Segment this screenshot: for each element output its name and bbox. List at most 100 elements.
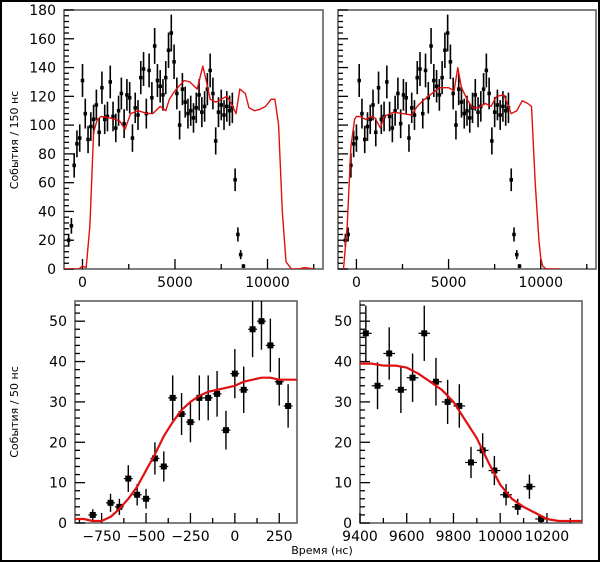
data-marker [125, 93, 129, 97]
y-tick-label: 160 [29, 32, 56, 48]
y-tick-label: 120 [29, 89, 56, 105]
data-point [481, 73, 486, 106]
plot-frame [74, 300, 298, 524]
data-point [238, 250, 243, 260]
data-marker [481, 87, 486, 91]
data-marker [136, 113, 140, 117]
plot-area [360, 305, 582, 523]
data-point [393, 95, 397, 126]
data-point [130, 124, 135, 152]
y-tick-label: 30 [49, 395, 67, 411]
data-marker [365, 124, 370, 129]
data-marker [264, 2, 268, 6]
data-point [133, 92, 137, 124]
y-tick-label: 40 [38, 204, 56, 220]
data-marker [150, 96, 154, 100]
data-point [194, 92, 199, 124]
data-marker [134, 491, 141, 498]
data-marker [238, 252, 243, 257]
data-marker [514, 503, 521, 510]
data-marker [401, 93, 406, 97]
y-tick-label: 60 [38, 176, 56, 192]
data-marker [432, 378, 439, 385]
data-marker [468, 116, 472, 120]
data-point [523, 474, 536, 499]
data-marker [213, 139, 218, 143]
data-marker [197, 93, 201, 97]
data-marker [172, 60, 176, 64]
y-tick-label: 0 [47, 262, 56, 278]
data-point [448, 44, 453, 80]
data-marker [225, 104, 229, 109]
y-tick-label: 80 [38, 147, 56, 163]
data-marker [351, 142, 356, 146]
data-point [454, 110, 458, 140]
data-marker [418, 67, 422, 71]
data-point [102, 104, 107, 135]
data-point [351, 130, 356, 158]
data-point [437, 79, 442, 111]
data-marker [393, 108, 397, 113]
plot-area [64, 2, 314, 269]
data-marker [107, 499, 114, 506]
data-marker [515, 252, 519, 257]
data-point [465, 95, 469, 126]
data-point [509, 168, 513, 192]
data-marker [250, 2, 254, 6]
data-point [186, 98, 190, 129]
data-point [161, 79, 165, 111]
data-point [241, 264, 246, 269]
data-point [106, 493, 115, 512]
data-marker [501, 104, 505, 109]
data-point [495, 89, 500, 121]
data-marker [459, 100, 464, 104]
data-marker [465, 108, 469, 113]
data-marker [191, 116, 196, 120]
data-point [172, 44, 176, 80]
data-point [379, 104, 384, 135]
data-point [265, 318, 275, 373]
data-point [152, 28, 157, 64]
data-point [180, 73, 185, 106]
data-point [222, 100, 226, 130]
data-marker [415, 75, 419, 80]
data-marker [421, 330, 428, 337]
data-marker [180, 87, 185, 91]
data-marker [526, 483, 533, 490]
x-tick-label: −750 [82, 529, 120, 545]
data-point [412, 100, 417, 130]
data-point [385, 65, 389, 99]
data-point [139, 61, 143, 95]
data-point [219, 89, 223, 121]
data-point [468, 103, 472, 133]
data-point [441, 379, 454, 425]
data-marker [178, 411, 185, 418]
data-point [105, 101, 110, 132]
data-marker [205, 394, 212, 401]
data-point [164, 61, 168, 95]
x-tick-label: −500 [127, 529, 165, 545]
data-marker [456, 402, 463, 409]
data-marker [241, 264, 246, 268]
data-point [256, 2, 260, 6]
data-point [487, 77, 491, 110]
data-point [484, 53, 489, 88]
data-point [440, 61, 444, 95]
data-marker [267, 342, 274, 349]
data-marker [509, 178, 513, 182]
data-point [111, 101, 115, 132]
data-marker [161, 93, 165, 97]
data-point [395, 366, 407, 413]
data-point [83, 98, 88, 129]
data-point [418, 52, 422, 86]
data-point [383, 327, 396, 380]
data-marker [158, 84, 162, 89]
data-point [445, 14, 450, 52]
data-marker [423, 68, 428, 73]
data-marker [362, 330, 369, 337]
data-point [434, 70, 439, 103]
data-marker [397, 386, 404, 393]
data-marker [89, 511, 96, 518]
data-marker [421, 111, 425, 116]
data-point [91, 104, 96, 135]
